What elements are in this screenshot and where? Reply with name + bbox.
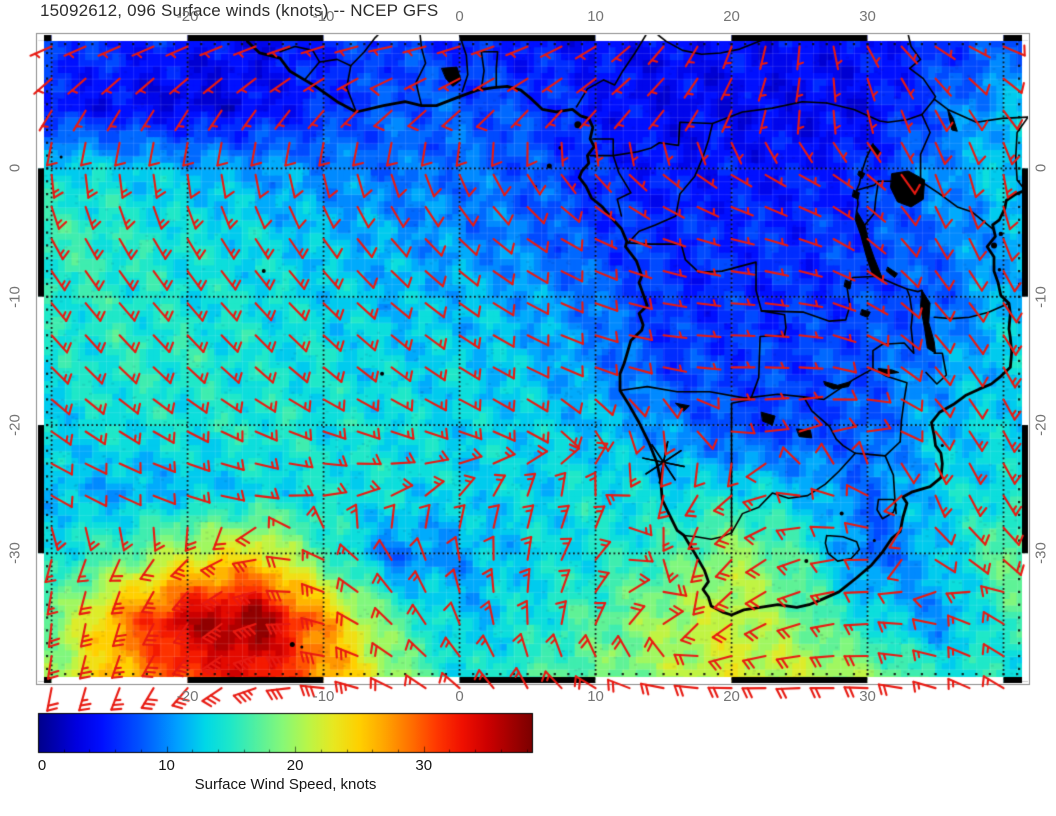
colorbar-tick-label: 10	[158, 757, 175, 774]
lon-tick-label-top: 10	[587, 8, 604, 25]
lon-tick-label-bottom: -10	[312, 688, 335, 705]
lon-tick-label-bottom: 0	[455, 688, 464, 705]
lat-tick-label-left: 0	[6, 164, 24, 173]
colorbar-caption: Surface Wind Speed, knots	[194, 776, 377, 793]
lon-tick-label-top: -10	[312, 8, 335, 25]
figure-title: 15092612, 096 Surface winds (knots) -- N…	[40, 1, 439, 20]
lon-tick-label-bottom: 10	[587, 688, 604, 705]
lon-tick-label-top: 30	[859, 8, 876, 25]
colorbar-tick-label: 30	[415, 757, 433, 774]
lon-tick-label-bottom: -20	[176, 688, 199, 705]
lon-tick-label-bottom: 20	[723, 688, 740, 705]
lon-tick-label-top: -20	[176, 8, 199, 25]
lon-tick-label-top: 0	[455, 8, 464, 25]
lon-tick-label-top: 20	[723, 8, 740, 25]
colorbar-tick-label: 20	[286, 757, 304, 774]
lat-tick-label-left: -20	[6, 414, 24, 436]
lat-tick-label-left: -10	[6, 285, 24, 308]
lat-tick-label-right: -20	[1032, 414, 1050, 436]
lat-tick-label-left: -30	[6, 542, 24, 565]
colorbar-tick-label: 0	[37, 757, 47, 774]
lat-tick-label-right: 0	[1032, 164, 1050, 173]
lon-tick-label-bottom: 30	[859, 688, 876, 705]
lat-tick-label-right: -10	[1032, 285, 1050, 308]
lat-tick-label-right: -30	[1032, 542, 1050, 565]
